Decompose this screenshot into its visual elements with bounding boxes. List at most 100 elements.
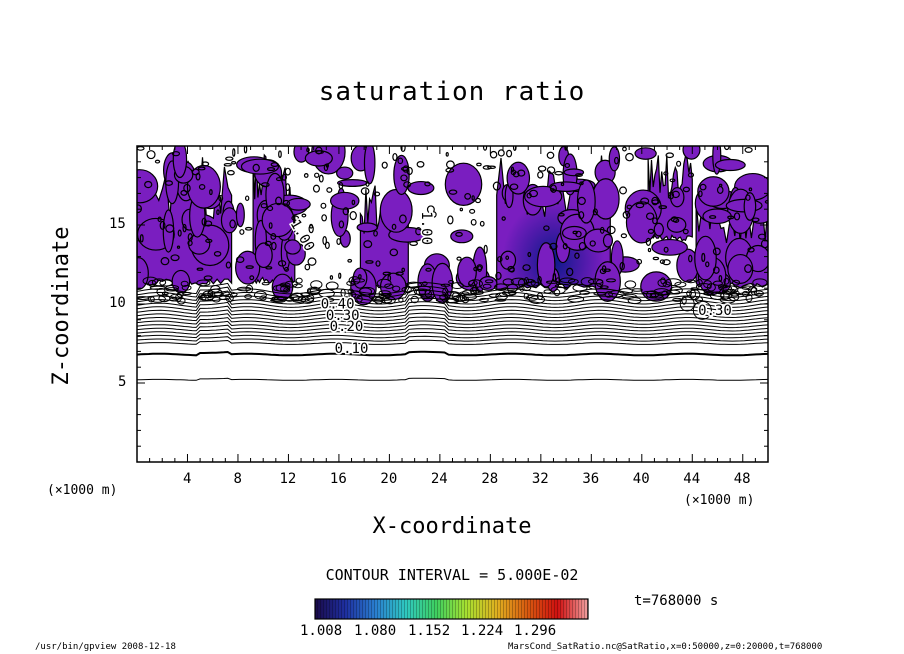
contour-loop [592, 208, 598, 216]
contour-loop [303, 173, 309, 178]
contour-loop [649, 292, 664, 299]
contour-loop [413, 285, 431, 292]
contour-loop [553, 289, 561, 297]
supersaturation-fill [137, 146, 768, 306]
fill-blob [653, 222, 665, 237]
contour-loop [203, 275, 213, 281]
contour-loop [733, 212, 741, 221]
fill-blob [506, 161, 531, 195]
contour-loop [284, 280, 298, 288]
colorbar-tick-label: 1.008 [300, 623, 343, 639]
contour-loop [395, 271, 404, 276]
contour-loop [681, 296, 687, 305]
contour-loop [537, 171, 544, 179]
contour-loop [159, 279, 174, 287]
fill-blob [576, 179, 596, 224]
contour-loop [312, 184, 320, 193]
fill-blob [563, 168, 585, 177]
contour-loop [291, 215, 300, 221]
contour-loop [599, 226, 605, 234]
fill-blob [336, 166, 354, 180]
contour-loop [530, 279, 536, 286]
contour-loop [404, 285, 412, 294]
x-axis-label: X-coordinate [372, 514, 532, 539]
contour-loop [305, 242, 313, 249]
x-tick-label: 24 [430, 471, 448, 487]
x-unit-right: (×1000 m) [684, 493, 755, 508]
contour-loop [392, 285, 401, 292]
contour-loop [756, 292, 762, 297]
contour-loop [695, 282, 712, 291]
contour-loop [606, 278, 616, 283]
contour-loop [543, 289, 552, 294]
contour-loop [489, 150, 498, 159]
contour-loop [559, 277, 576, 284]
fill-blob [666, 216, 687, 233]
contour-loop [307, 286, 322, 294]
time-label: t=768000 s [634, 593, 719, 609]
contour-loop [734, 286, 751, 296]
contour-loop [340, 288, 346, 297]
contour-loop [350, 290, 362, 299]
contour-loop [445, 167, 455, 173]
contour-loop [397, 157, 404, 165]
contour-loop [149, 295, 166, 303]
contour-loop [688, 254, 693, 263]
contour-loop [398, 297, 404, 303]
contour-loop [231, 160, 237, 165]
contour-loop [204, 220, 213, 227]
contour-loop [564, 146, 568, 151]
contour-loop [249, 275, 255, 281]
contour-loop [137, 204, 142, 214]
contour-loop [139, 234, 144, 243]
contour-loop [401, 286, 414, 293]
x-tick-label: 8 [233, 471, 242, 487]
contour-loop [365, 181, 370, 187]
contour-line [137, 332, 768, 339]
fill-blob [727, 253, 754, 284]
y-tick-label: 5 [118, 374, 127, 390]
colorbar-stripes [315, 599, 588, 619]
contour-loop [207, 295, 214, 301]
contour-loop [525, 278, 535, 283]
contour-loop [487, 165, 496, 169]
contour-loop [225, 293, 234, 303]
contour-loop [645, 212, 655, 220]
contour-loop [232, 148, 236, 157]
contour-loop [549, 242, 558, 250]
contour-loop [474, 197, 482, 204]
fill-blob [714, 158, 746, 172]
x-tick-label: 20 [380, 471, 398, 487]
contour-label: 0.10 [335, 341, 369, 357]
contour-loop [236, 286, 252, 292]
contour-loop [405, 281, 423, 289]
footer-right: MarsCond_SatRatio.nc@SatRatio,x=0:50000,… [508, 642, 823, 652]
contour-loop [406, 166, 413, 175]
contour-loop [546, 166, 556, 174]
contour-loop [439, 294, 449, 301]
contour-loop [409, 240, 419, 246]
contour-loop [506, 149, 513, 158]
contour-loop [270, 233, 277, 240]
contour-loop [750, 287, 758, 296]
contour-loop [410, 295, 419, 304]
fill-blob [536, 242, 556, 288]
fill-blob [393, 154, 410, 196]
contour-loop [635, 202, 645, 209]
contour-loop [492, 181, 502, 191]
contour-loop [657, 278, 668, 287]
contour-loop [195, 172, 201, 181]
contour-loop [310, 280, 323, 289]
contour-loop [210, 285, 221, 293]
contour-loop [709, 215, 717, 219]
contour-loop [722, 285, 739, 294]
contour-loop [144, 180, 153, 189]
contour-loop [387, 275, 392, 282]
contour-loop [413, 288, 431, 296]
contour-loop [307, 257, 317, 266]
contour-loop [323, 297, 335, 303]
contour-loop [471, 195, 475, 201]
contour-loop [196, 279, 211, 287]
contour-line [137, 320, 768, 329]
